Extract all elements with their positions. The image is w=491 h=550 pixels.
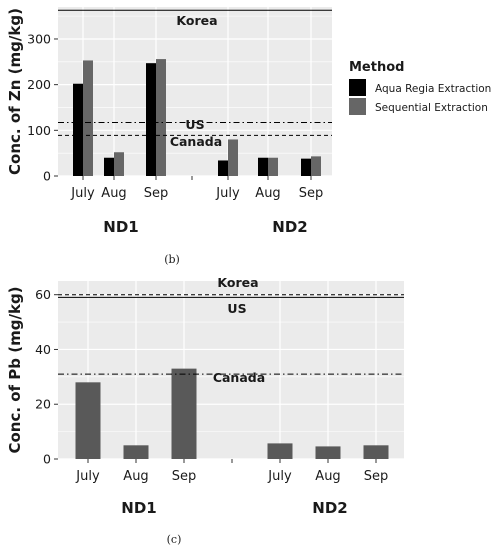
zn-x-tick-label: Sep — [144, 186, 169, 201]
zn-bar-s1-nd1-july — [83, 60, 93, 177]
pb-reference-lines: Korea US Canada — [58, 275, 404, 385]
zn-plot-panel — [58, 7, 332, 176]
pb-panel-caption: (c) — [167, 533, 182, 546]
zn-bar-s0-nd1-sep — [146, 63, 156, 177]
zn-chart: Korea US Canada 0 100 200 300 July Aug Sep July A… — [6, 7, 491, 266]
zn-group-label-nd2: ND2 — [272, 218, 307, 236]
pb-x-tick-label: July — [267, 469, 292, 484]
zn-bars — [73, 59, 321, 177]
pb-bar-nd1-sep — [171, 368, 197, 459]
zn-y-axis-label: Conc. of Zn (mg/kg) — [6, 8, 24, 175]
pb-bar-nd2-aug — [315, 446, 341, 459]
pb-bar-nd2-sep — [363, 445, 389, 459]
zn-x-tick-label: Sep — [299, 186, 324, 201]
pb-grid — [58, 281, 404, 460]
pb-x-tick-label: Aug — [315, 469, 340, 484]
pb-y-tick-label: 0 — [43, 452, 51, 467]
zn-legend-label-1: Sequential Extraction — [375, 102, 488, 114]
zn-legend-label-0: Aqua Regia Extraction — [375, 83, 491, 95]
pb-x-tick-label: Sep — [172, 469, 197, 484]
pb-bar-nd1-july — [75, 382, 101, 459]
zn-bar-s1-nd1-aug — [114, 152, 124, 176]
pb-ref-label-korea: Korea — [217, 275, 258, 290]
zn-bar-s1-nd2-sep — [311, 156, 321, 176]
pb-y-tick-label: 20 — [35, 397, 51, 412]
zn-y-tick-label: 100 — [27, 123, 51, 138]
pb-x-tick-label: Sep — [364, 469, 389, 484]
zn-legend-swatch-1 — [349, 98, 366, 115]
pb-y-tick-label: 40 — [35, 342, 51, 357]
pb-y-tick-label: 60 — [35, 287, 51, 302]
pb-plot-panel — [58, 281, 404, 459]
zn-bar-s1-nd1-sep — [156, 59, 166, 177]
zn-bar-s0-nd2-july — [218, 160, 228, 176]
pb-bar-nd2-july — [267, 443, 293, 459]
pb-x-tick-label: July — [75, 469, 100, 484]
zn-y-tick-label: 200 — [27, 77, 51, 92]
zn-x-tick-label: July — [70, 186, 95, 201]
pb-group-label-nd2: ND2 — [312, 499, 347, 517]
pb-ref-label-us: US — [227, 301, 246, 316]
pb-x-tick-label: Aug — [123, 469, 148, 484]
zn-reference-lines: Korea US Canada — [58, 9, 332, 149]
zn-legend-title: Method — [349, 60, 404, 75]
zn-ref-label-korea: Korea — [176, 13, 217, 28]
zn-bar-s1-nd2-july — [228, 139, 238, 176]
zn-x-tick-label: July — [215, 186, 240, 201]
pb-y-ticks: 0 20 40 60 — [35, 287, 58, 467]
pb-chart: Korea US Canada 0 20 40 60 July Aug Sep July Aug S… — [6, 275, 404, 546]
pb-group-label-nd1: ND1 — [121, 499, 156, 517]
zn-ref-label-canada: Canada — [170, 134, 222, 149]
zn-group-label-nd1: ND1 — [103, 218, 138, 236]
zn-ref-label-us: US — [185, 117, 204, 132]
pb-bars — [75, 368, 389, 459]
pb-x-ticks: July Aug Sep July Aug Sep ND1 ND2 — [75, 459, 388, 517]
pb-ref-label-canada: Canada — [213, 370, 265, 385]
zn-grid — [58, 7, 332, 177]
zn-x-ticks: July Aug Sep July Aug Sep ND1 ND2 — [70, 176, 323, 236]
zn-legend-swatch-0 — [349, 79, 366, 96]
zn-legend: Method Aqua Regia Extraction Sequential E… — [349, 60, 491, 115]
zn-y-tick-label: 0 — [43, 169, 51, 184]
zn-x-tick-label: Aug — [101, 186, 126, 201]
zn-bar-s0-nd1-july — [73, 83, 83, 176]
pb-bar-nd1-aug — [123, 445, 149, 459]
zn-bar-s0-nd2-sep — [301, 158, 311, 176]
pb-y-axis-label: Conc. of Pb (mg/kg) — [6, 286, 24, 453]
zn-y-tick-label: 300 — [27, 31, 51, 46]
zn-bar-s0-nd1-aug — [104, 157, 114, 176]
zn-bar-s1-nd2-aug — [268, 157, 278, 176]
zn-y-ticks: 0 100 200 300 — [27, 31, 58, 184]
zn-panel-caption: (b) — [164, 253, 180, 266]
zn-bar-s0-nd2-aug — [258, 157, 268, 176]
zn-x-tick-label: Aug — [255, 186, 280, 201]
